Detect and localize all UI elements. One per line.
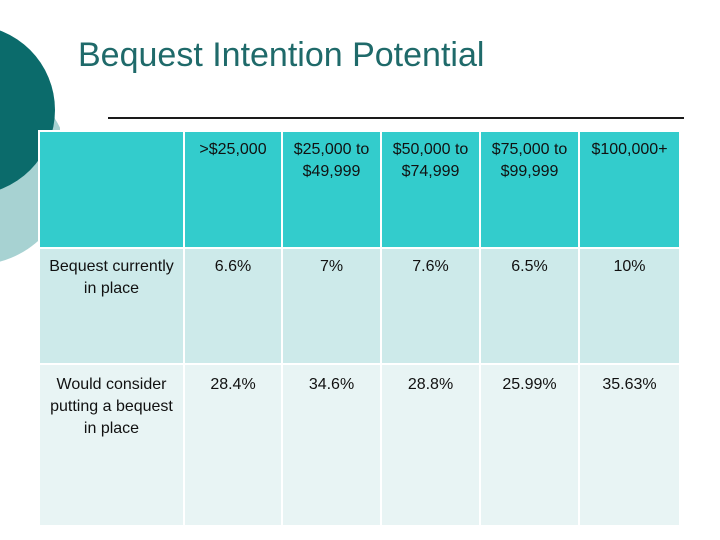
header-cell-75k-99k: $75,000 to $99,999	[479, 130, 580, 249]
table-cell: 10%	[578, 247, 681, 365]
table-cell: 6.5%	[479, 247, 580, 365]
header-cell-empty	[38, 130, 185, 249]
row-label-would-consider: Would consider putting a bequest in plac…	[38, 363, 185, 527]
table-cell: 6.6%	[183, 247, 283, 365]
page-title: Bequest Intention Potential	[78, 36, 485, 74]
header-cell-100k-plus: $100,000+	[578, 130, 681, 249]
table-row: Bequest currently in place 6.6% 7% 7.6% …	[38, 247, 681, 365]
table-cell: 28.8%	[380, 363, 481, 527]
table-header-row: >$25,000 $25,000 to $49,999 $50,000 to $…	[38, 130, 681, 249]
table-row: Would consider putting a bequest in plac…	[38, 363, 681, 527]
table-cell: 7%	[281, 247, 382, 365]
table-cell: 34.6%	[281, 363, 382, 527]
table-cell: 7.6%	[380, 247, 481, 365]
bequest-table: >$25,000 $25,000 to $49,999 $50,000 to $…	[38, 130, 681, 527]
header-cell-under-25k: >$25,000	[183, 130, 283, 249]
table-cell: 28.4%	[183, 363, 283, 527]
header-cell-25k-49k: $25,000 to $49,999	[281, 130, 382, 249]
title-divider	[108, 117, 684, 119]
row-label-bequest-in-place: Bequest currently in place	[38, 247, 185, 365]
table-cell: 25.99%	[479, 363, 580, 527]
header-cell-50k-74k: $50,000 to $74,999	[380, 130, 481, 249]
table-cell: 35.63%	[578, 363, 681, 527]
